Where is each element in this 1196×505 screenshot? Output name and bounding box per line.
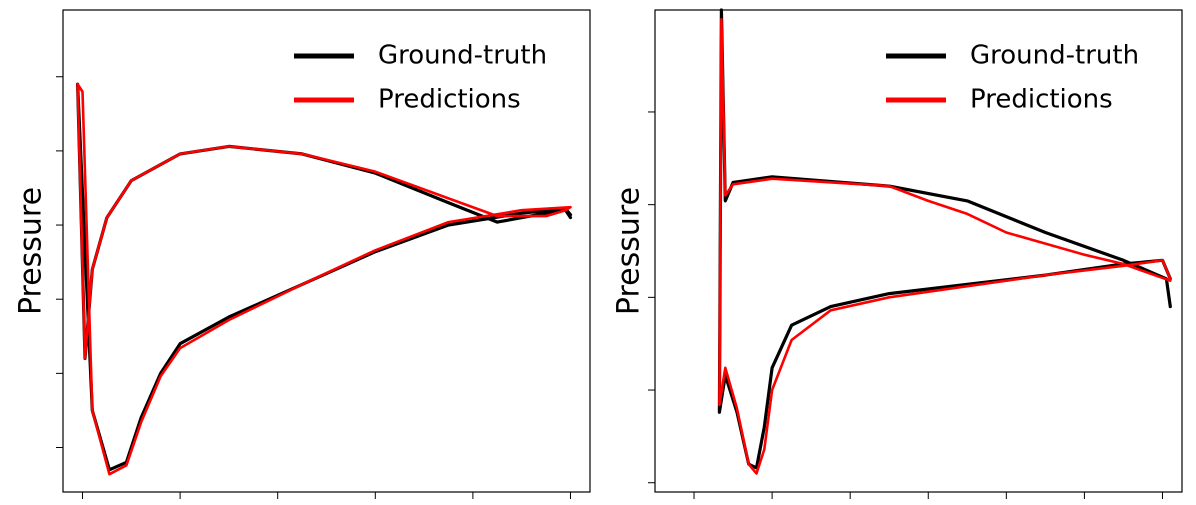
chart-panel-1: Pressure Ground-truth Predictions <box>14 9 591 499</box>
plot-frame <box>62 9 591 493</box>
chart-panel-2: Pressure Ground-truth Predictions <box>612 8 1183 499</box>
series-line-predictions <box>718 18 1172 475</box>
series-line-ground-truth <box>76 82 573 472</box>
legend-label: Ground-truth <box>378 41 547 71</box>
legend-label: Predictions <box>378 85 521 115</box>
legend-label: Predictions <box>970 85 1113 115</box>
y-axis-label: Pressure <box>14 187 49 315</box>
plot-frame <box>654 9 1183 493</box>
y-axis-label: Pressure <box>612 187 647 315</box>
legend-label: Ground-truth <box>970 41 1139 71</box>
series-line-predictions <box>76 82 572 476</box>
series-line-ground-truth <box>717 8 1172 470</box>
